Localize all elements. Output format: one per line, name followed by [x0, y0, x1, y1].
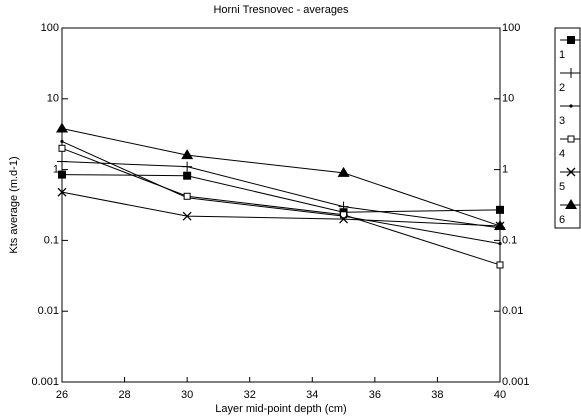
series-line	[61, 147, 501, 266]
series-line	[61, 128, 501, 227]
series-line	[61, 161, 501, 229]
marker-part	[183, 171, 192, 180]
legend-label: 6	[559, 214, 565, 226]
data-point	[496, 205, 504, 214]
data-point	[183, 192, 191, 200]
data-point	[494, 219, 506, 230]
y-tick-label: 0.1	[44, 234, 59, 246]
legend-label: 4	[559, 148, 565, 160]
marker-part	[56, 122, 68, 133]
y2-tick-label: 1	[502, 164, 508, 176]
data-point	[56, 122, 68, 133]
marker-part	[567, 135, 575, 143]
marker-part	[496, 205, 504, 214]
chart-title: Horni Tresnovec - averages	[213, 4, 349, 16]
marker-part	[566, 167, 576, 177]
x-tick-label: 28	[118, 389, 130, 401]
y2-tick-label: 100	[502, 22, 520, 34]
marker-part	[57, 187, 67, 197]
x-tick-label: 34	[306, 389, 318, 401]
y2-tick-label: 0.001	[502, 376, 530, 388]
x-tick-label: 32	[244, 389, 256, 401]
x-tick-label: 36	[369, 389, 381, 401]
y-axis-label: Kts average (m.d-1)	[8, 156, 20, 253]
data-point	[58, 170, 66, 179]
series-line	[61, 191, 501, 227]
data-point	[338, 201, 349, 212]
data-point	[337, 166, 350, 177]
x-tick-label: 38	[431, 389, 443, 401]
y2-tick-label: 0.01	[502, 305, 523, 317]
data-point	[182, 211, 192, 221]
series-line	[61, 140, 501, 245]
data-point	[340, 211, 348, 219]
marker-part	[567, 36, 575, 44]
x-axis-label: Layer mid-point depth (cm)	[215, 403, 346, 415]
data-point	[57, 187, 67, 197]
marker-part	[340, 211, 348, 219]
legend-marker	[567, 135, 575, 143]
data-point	[339, 214, 349, 224]
legend-marker	[569, 104, 573, 108]
legend-marker	[566, 68, 576, 78]
marker-part	[183, 192, 191, 200]
marker-part	[181, 149, 194, 160]
legend-label: 5	[559, 181, 565, 193]
legend-marker	[567, 36, 575, 44]
y-tick-label: 10	[47, 93, 59, 105]
data-point	[498, 242, 502, 246]
data-point	[181, 149, 194, 160]
x-tick-label: 26	[56, 389, 68, 401]
y2-tick-label: 0.1	[502, 234, 517, 246]
legend-marker	[566, 167, 576, 177]
y-tick-label: 0.01	[38, 305, 59, 317]
data-point	[58, 144, 66, 152]
data-point	[182, 161, 193, 172]
marker-part	[496, 261, 504, 269]
x-tick-label: 30	[181, 389, 193, 401]
data-point	[57, 156, 67, 167]
marker-part	[565, 199, 577, 209]
y-tick-label: 0.001	[31, 376, 59, 388]
marker-part	[58, 144, 66, 152]
marker-part	[339, 214, 349, 224]
y-tick-label: 100	[41, 22, 59, 34]
marker-part	[337, 166, 350, 177]
y2-tick-label: 10	[502, 93, 514, 105]
legend-marker	[565, 199, 577, 209]
legend-label: 2	[559, 82, 565, 94]
marker-part	[182, 211, 192, 221]
legend-label: 1	[559, 49, 565, 61]
marker-part	[494, 219, 506, 230]
marker-part	[58, 170, 66, 179]
series-line	[61, 174, 501, 213]
legend-label: 3	[559, 115, 565, 127]
marker-part	[569, 104, 573, 108]
marker-part	[60, 139, 64, 144]
plot-frame	[61, 27, 501, 383]
marker-part	[498, 242, 502, 246]
data-point	[496, 261, 504, 269]
legend-box	[554, 27, 581, 229]
y-tick-label: 1	[53, 164, 59, 176]
x-tick-label: 40	[494, 389, 506, 401]
data-point	[60, 139, 64, 144]
data-point	[183, 171, 192, 180]
